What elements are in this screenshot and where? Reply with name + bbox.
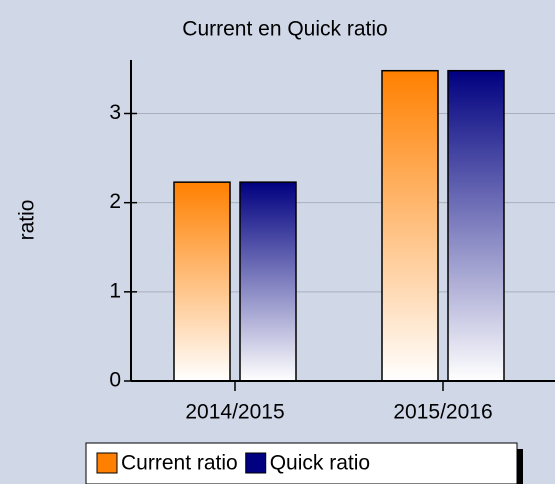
x-tick-label: 2014/2015 [185, 401, 284, 424]
y-tick-label: 3 [109, 101, 121, 124]
legend-swatch [245, 452, 267, 474]
bar [173, 181, 231, 382]
legend-swatch [96, 452, 118, 474]
y-tick-label: 0 [109, 369, 121, 392]
bar [447, 69, 505, 382]
y-axis-label: ratio [16, 200, 39, 241]
legend-label: Quick ratio [270, 452, 370, 475]
y-tick-label: 2 [109, 190, 121, 213]
legend-label: Current ratio [121, 452, 238, 475]
x-tick-label: 2015/2016 [393, 401, 492, 424]
bar [239, 181, 297, 382]
y-tick-label: 1 [109, 279, 121, 302]
chart-title: Current en Quick ratio [182, 18, 387, 41]
legend [85, 442, 518, 484]
bar [381, 69, 439, 382]
